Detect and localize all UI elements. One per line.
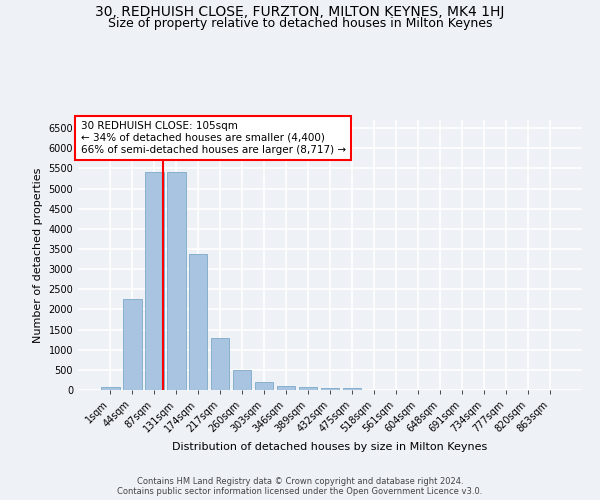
- Bar: [299, 387, 317, 390]
- Text: 30 REDHUISH CLOSE: 105sqm
← 34% of detached houses are smaller (4,400)
66% of se: 30 REDHUISH CLOSE: 105sqm ← 34% of detac…: [80, 122, 346, 154]
- Text: 30, REDHUISH CLOSE, FURZTON, MILTON KEYNES, MK4 1HJ: 30, REDHUISH CLOSE, FURZTON, MILTON KEYN…: [95, 5, 505, 19]
- Text: Size of property relative to detached houses in Milton Keynes: Size of property relative to detached ho…: [108, 18, 492, 30]
- Bar: [123, 300, 142, 390]
- Bar: [255, 382, 274, 390]
- Bar: [277, 386, 295, 390]
- Bar: [343, 388, 361, 390]
- Text: Contains HM Land Registry data © Crown copyright and database right 2024.: Contains HM Land Registry data © Crown c…: [137, 478, 463, 486]
- Bar: [211, 338, 229, 390]
- Bar: [233, 370, 251, 390]
- Y-axis label: Number of detached properties: Number of detached properties: [33, 168, 43, 342]
- Bar: [101, 387, 119, 390]
- Text: Contains public sector information licensed under the Open Government Licence v3: Contains public sector information licen…: [118, 487, 482, 496]
- Bar: [189, 254, 208, 390]
- Bar: [167, 172, 185, 390]
- Bar: [320, 388, 340, 390]
- Bar: [145, 172, 164, 390]
- X-axis label: Distribution of detached houses by size in Milton Keynes: Distribution of detached houses by size …: [172, 442, 488, 452]
